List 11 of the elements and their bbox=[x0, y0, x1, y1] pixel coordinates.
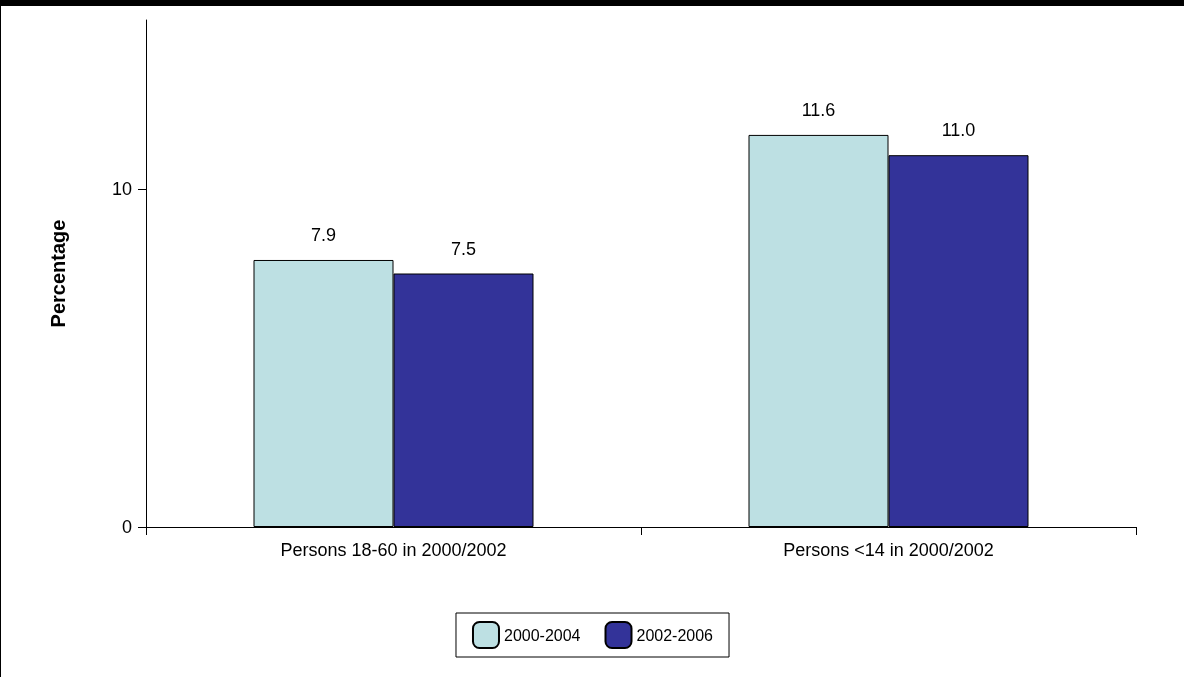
x-tick-label: Persons 18-60 in 2000/2002 bbox=[280, 540, 507, 560]
data-label: 7.5 bbox=[450, 238, 477, 259]
data-label: 11.0 bbox=[941, 120, 976, 141]
data-label: 7.9 bbox=[310, 224, 337, 245]
y-tick-label: 0 bbox=[121, 517, 132, 537]
legend-label: 2002-2006 bbox=[636, 626, 714, 644]
x-tick-label: Persons <14 in 2000/2002 bbox=[783, 540, 994, 560]
y-tick-label: 10 bbox=[111, 179, 132, 199]
y-axis-title: Percentage bbox=[47, 219, 69, 328]
legend-label: 2000-2004 bbox=[503, 626, 581, 644]
data-label: 11.6 bbox=[801, 99, 836, 120]
